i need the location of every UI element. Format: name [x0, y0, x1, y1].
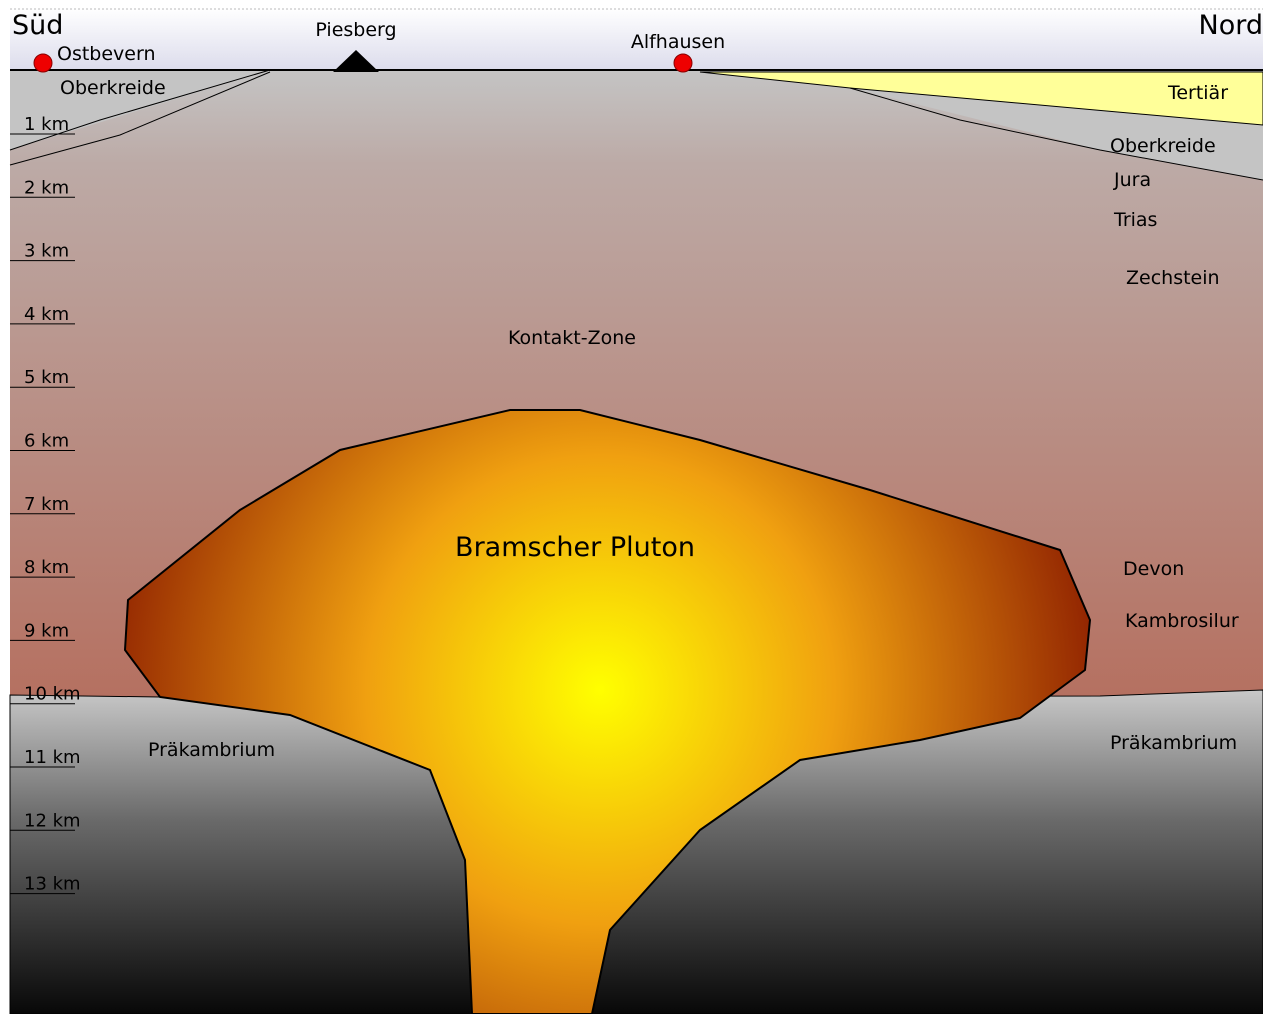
depth-label: 2 km [24, 177, 69, 198]
depth-label: 4 km [24, 304, 69, 325]
layer-label: Devon [1123, 558, 1184, 580]
layer-label: Kontakt-Zone [508, 327, 636, 349]
south-label: Süd [12, 10, 63, 41]
layer-label: Trias [1113, 209, 1157, 231]
ostbevern-marker [34, 54, 52, 72]
depth-label: 10 km [24, 684, 81, 705]
layer-label: Oberkreide [60, 77, 166, 99]
depth-label: 13 km [24, 874, 81, 895]
cross-section: Süd Nord Ostbevern Piesberg Alfhausen Ob… [0, 0, 1263, 1014]
place: Ostbevern [57, 43, 156, 65]
north-label: Nord [1199, 10, 1263, 41]
depth-label: 7 km [24, 494, 69, 515]
layer-label: Zechstein [1126, 267, 1220, 289]
layer-label: Tertiär [1167, 82, 1228, 104]
depth-label: 6 km [24, 431, 69, 452]
depth-label: 9 km [24, 620, 69, 641]
layer-label: Jura [1113, 169, 1151, 191]
depth-label: 8 km [24, 557, 69, 578]
place: Alfhausen [631, 31, 725, 53]
depth-label: 1 km [24, 114, 69, 135]
layer-label: Oberkreide [1110, 135, 1216, 157]
layer-label: Kambrosilur [1125, 610, 1239, 632]
pluton-label: Bramscher Pluton [455, 532, 695, 563]
alfhausen-marker [674, 54, 692, 72]
layer-label: Präkambrium [1110, 732, 1237, 754]
depth-label: 12 km [24, 810, 81, 831]
depth-label: 11 km [24, 747, 81, 768]
depth-label: 3 km [24, 241, 69, 262]
layer-label: Präkambrium [148, 739, 275, 761]
place: Piesberg [315, 19, 396, 41]
depth-label: 5 km [24, 367, 69, 388]
